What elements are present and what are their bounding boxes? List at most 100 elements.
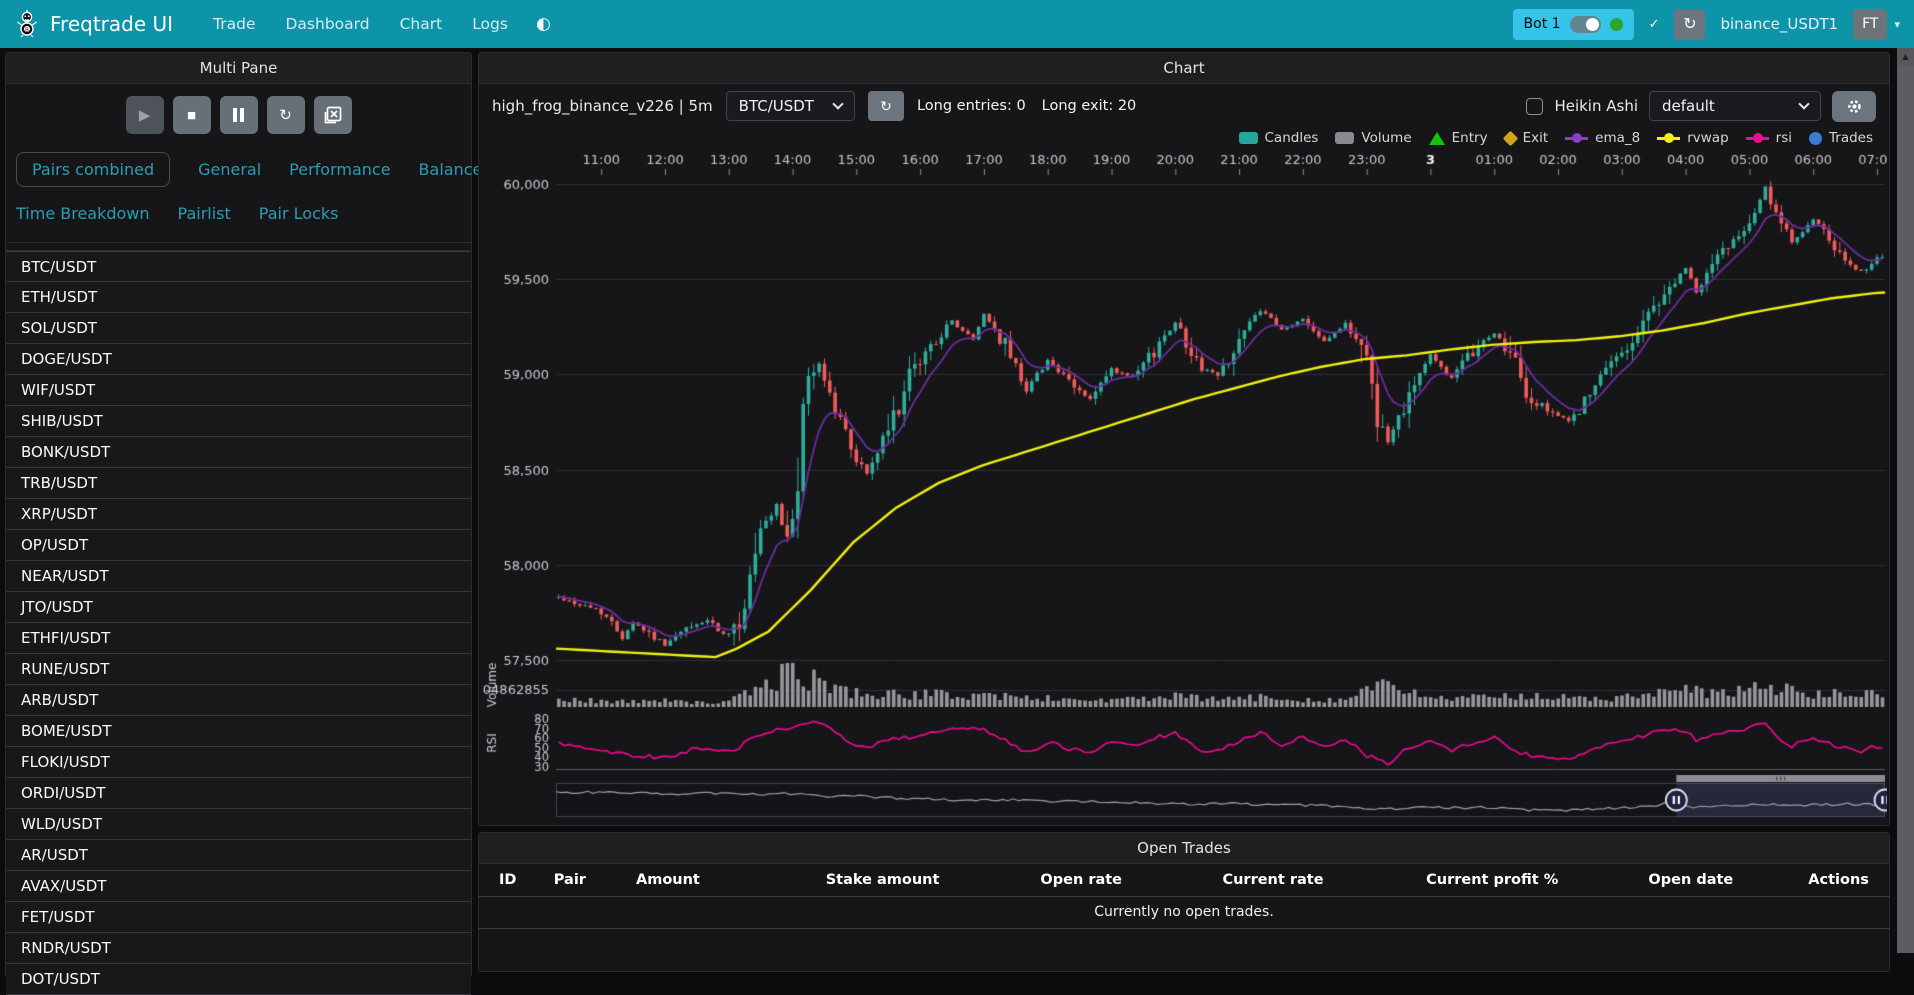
brand[interactable]: B Freqtrade UI	[14, 10, 173, 38]
chart-refresh-button[interactable]: ↻	[867, 91, 904, 121]
list-item-pair[interactable]: BONK/USDT	[6, 437, 471, 468]
plot-config-value: default	[1662, 97, 1715, 115]
nav-item-chart[interactable]: Chart	[399, 15, 443, 33]
chart-legend: Candles Volume Entry Exit ema_8 rvwap rsi Trade…	[479, 128, 1889, 151]
legend-label: Candles	[1264, 130, 1319, 146]
chart-toolbar-right: Heikin Ashi default	[1526, 90, 1876, 122]
plot-settings-button[interactable]	[1832, 90, 1876, 122]
signal-counts: Long entries: 0 Long exit: 20	[917, 98, 1136, 114]
scrollbar-thumb[interactable]	[1897, 65, 1914, 953]
bot-online-indicator	[1609, 17, 1623, 31]
column-header-pair: Pair	[553, 872, 586, 888]
clear-chart-button[interactable]	[313, 96, 352, 134]
list-item-pair[interactable]: SHIB/USDT	[6, 406, 471, 437]
exit-swatch-icon	[1502, 130, 1518, 146]
list-item-pair[interactable]: DOT/USDT	[6, 964, 471, 995]
legend-item-ema_8[interactable]: ema_8	[1565, 130, 1640, 146]
price-chart-canvas[interactable]	[483, 151, 1887, 823]
list-item-pair[interactable]: WLD/USDT	[6, 809, 471, 840]
open-trades-title: Open Trades	[479, 833, 1889, 864]
list-item-pair[interactable]: SOL/USDT	[6, 313, 471, 344]
ema_8-swatch-icon	[1565, 133, 1589, 143]
freqtrade-robot-icon: B	[17, 10, 37, 38]
heikin-ashi-checkbox[interactable]	[1526, 97, 1544, 115]
scrollbar-up-arrow[interactable]: ▲	[1897, 48, 1914, 65]
list-item-pair[interactable]: BTC/USDT	[6, 251, 471, 282]
list-item-pair[interactable]: TRB/USDT	[6, 468, 471, 499]
legend-item-trades[interactable]: Trades	[1809, 130, 1873, 146]
list-item-pair[interactable]: FET/USDT	[6, 902, 471, 933]
legend-item-volume[interactable]: Volume	[1335, 130, 1412, 146]
bot-toggle-knob	[1585, 17, 1599, 31]
list-item-pair[interactable]: FLOKI/USDT	[6, 747, 471, 778]
long-exit-count: Long exit: 20	[1041, 98, 1137, 114]
chart-toolbar: high_frog_binance_v226 | 5m BTC/USDT ↻ L…	[479, 84, 1889, 128]
nav-item-logs[interactable]: Logs	[472, 15, 508, 33]
tab-time-breakdown[interactable]: Time Breakdown	[16, 204, 150, 223]
list-item-pair[interactable]: ETH/USDT	[6, 282, 471, 313]
list-item-pair[interactable]: AVAX/USDT	[6, 871, 471, 902]
theme-toggle-icon[interactable]: ◐	[535, 14, 551, 34]
trades-swatch-icon	[1809, 131, 1822, 145]
list-item-pair[interactable]: WIF/USDT	[6, 375, 471, 406]
nav-item-dashboard[interactable]: Dashboard	[285, 15, 370, 33]
list-item-pair[interactable]: RUNE/USDT	[6, 654, 471, 685]
list-item-pair[interactable]: ORDI/USDT	[6, 778, 471, 809]
multi-pane-panel: Multi Pane ▶ ■ ↻ Pairs combined General Pe…	[5, 52, 482, 995]
legend-item-exit[interactable]: Exit	[1502, 130, 1549, 146]
list-item-pair[interactable]: ETHFI/USDT	[6, 623, 471, 654]
list-item-pair[interactable]: RNDR/USDT	[6, 933, 471, 964]
navbar-right: Bot 1 ✓ ↻ binance_USDT1 FT ▾	[1512, 8, 1900, 40]
volume-swatch-icon	[1335, 132, 1355, 144]
tab-balance[interactable]: Balance	[418, 160, 483, 179]
account-name: binance_USDT1	[1720, 15, 1839, 33]
list-item-pair[interactable]: NEAR/USDT	[6, 561, 471, 592]
legend-item-candles[interactable]: Candles	[1238, 130, 1319, 146]
page-scrollbar[interactable]: ▲	[1897, 48, 1914, 953]
chart-panel-title: Chart	[479, 53, 1889, 84]
list-item-pair[interactable]: DOGE/USDT	[6, 344, 471, 375]
chevron-down-icon	[832, 98, 844, 110]
play-button[interactable]: ▶	[125, 96, 164, 134]
bot-controls: ▶ ■ ↻	[6, 84, 471, 144]
list-item-pair[interactable]: AR/USDT	[6, 840, 471, 871]
entry-swatch-icon	[1428, 131, 1445, 145]
clear-chart-icon	[324, 106, 341, 124]
user-menu[interactable]: FT ▾	[1853, 8, 1900, 40]
nav-item-trade[interactable]: Trade	[213, 15, 256, 33]
column-header-id: ID	[499, 872, 517, 888]
tab-performance[interactable]: Performance	[289, 160, 391, 179]
plot-config-select[interactable]: default	[1649, 91, 1821, 121]
legend-label: Exit	[1522, 130, 1549, 146]
tab-pairlist[interactable]: Pairlist	[177, 204, 231, 223]
pause-button[interactable]	[219, 96, 258, 134]
list-item-pair[interactable]: JTO/USDT	[6, 592, 471, 623]
global-refresh-button[interactable]: ↻	[1674, 8, 1706, 40]
list-item-pair[interactable]: BOME/USDT	[6, 716, 471, 747]
column-header-open-rate: Open rate	[1040, 872, 1123, 888]
avatar[interactable]: FT	[1853, 8, 1888, 40]
legend-item-rvwap[interactable]: rvwap	[1657, 130, 1729, 146]
rvwap-swatch-icon	[1657, 133, 1681, 143]
tab-pair-locks[interactable]: Pair Locks	[258, 204, 339, 223]
tab-general[interactable]: General	[198, 160, 262, 179]
pair-select[interactable]: BTC/USDT	[725, 91, 855, 121]
legend-label: Trades	[1829, 130, 1873, 146]
list-item-pair[interactable]: OP/USDT	[6, 530, 471, 561]
strategy-label: high_frog_binance_v226 | 5m	[492, 97, 713, 115]
gear-icon	[1847, 99, 1861, 113]
navbar: B Freqtrade UI Trade Dashboard Chart Logs ◐…	[0, 0, 1914, 48]
legend-item-entry[interactable]: Entry	[1428, 130, 1488, 146]
bot-toggle[interactable]	[1569, 15, 1601, 33]
tab-pairs-combined[interactable]: Pairs combined	[16, 152, 171, 187]
stop-button[interactable]: ■	[172, 96, 211, 134]
legend-item-rsi[interactable]: rsi	[1745, 130, 1792, 146]
chevron-down-icon: ▾	[1894, 17, 1900, 31]
reload-config-button[interactable]: ↻	[266, 96, 305, 134]
list-item-pair[interactable]: XRP/USDT	[6, 499, 471, 530]
column-header-amount: Amount	[635, 872, 700, 888]
list-item-pair[interactable]: ARB/USDT	[6, 685, 471, 716]
bot-selector[interactable]: Bot 1	[1512, 8, 1634, 40]
sidebar-tabs: Pairs combined General Performance Balance …	[6, 144, 482, 243]
app-title: Freqtrade UI	[50, 12, 174, 36]
